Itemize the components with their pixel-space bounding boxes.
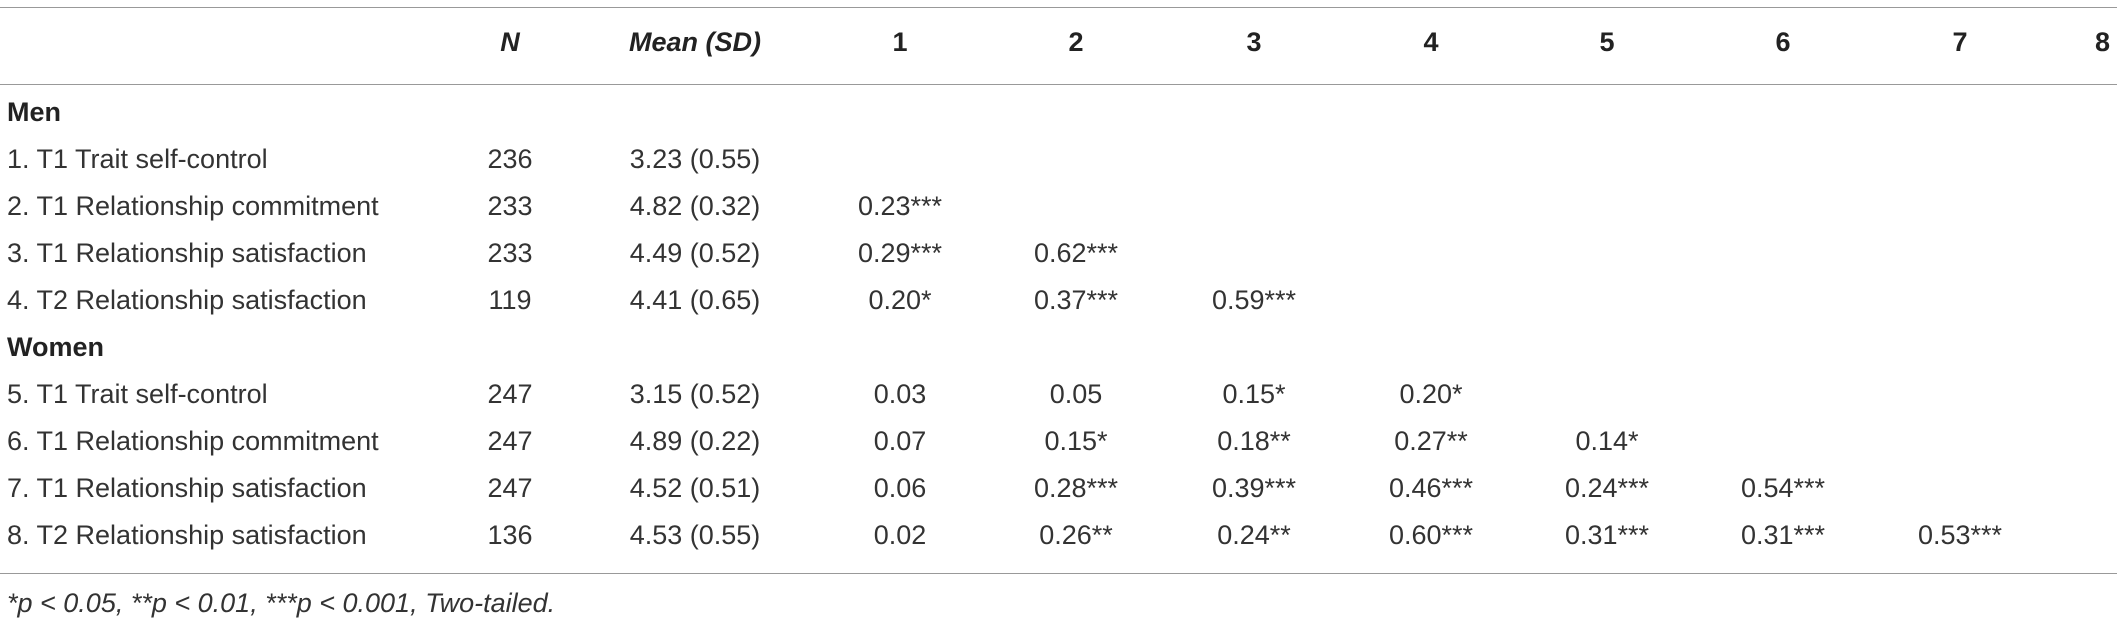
cell: 233 [487,191,533,221]
row-label: 2. T1 Relationship commitment [7,191,379,221]
footnote: *p < 0.05, **p < 0.01, ***p < 0.001, Two… [7,588,556,618]
cell: 236 [487,144,533,174]
cell: 3.15 (0.52) [629,379,761,409]
cell: 0.06 [873,473,927,503]
cell: 0.59*** [1211,285,1297,315]
column-header: N [500,27,520,57]
cell: 0.39*** [1211,473,1297,503]
cell: 247 [487,473,533,503]
cell: 0.27** [1394,426,1468,456]
cell: 0.24*** [1564,473,1650,503]
cell: 0.29*** [857,238,943,268]
cell: 0.20* [1399,379,1463,409]
cell: 4.49 (0.52) [629,238,761,268]
cell: 0.62*** [1033,238,1119,268]
cell: 0.60*** [1388,520,1474,550]
cell: 0.37*** [1033,285,1119,315]
column-header: 3 [1246,27,1262,57]
cell: 0.15* [1044,426,1108,456]
cell: 136 [487,520,533,550]
cell: 0.14* [1575,426,1639,456]
cell: 0.03 [873,379,927,409]
cell: 247 [487,426,533,456]
row-label: 7. T1 Relationship satisfaction [7,473,367,503]
column-header: 2 [1068,27,1084,57]
rule [0,573,2117,574]
section-label: Women [7,332,105,362]
cell: 0.24** [1217,520,1291,550]
cell: 0.05 [1049,379,1103,409]
column-header: 6 [1775,27,1791,57]
cell: 3.23 (0.55) [629,144,761,174]
cell: 0.54*** [1740,473,1826,503]
cell: 0.31*** [1740,520,1826,550]
row-label: 1. T1 Trait self-control [7,144,268,174]
column-header: Mean (SD) [628,27,762,57]
cell: 247 [487,379,533,409]
rule [0,7,2117,8]
cell: 4.52 (0.51) [629,473,761,503]
cell: 4.82 (0.32) [629,191,761,221]
row-label: 5. T1 Trait self-control [7,379,268,409]
column-header: 1 [892,27,908,57]
cell: 233 [487,238,533,268]
row-label: 8. T2 Relationship satisfaction [7,520,367,550]
cell: 0.46*** [1388,473,1474,503]
cell: 119 [488,285,532,315]
cell: 0.18** [1217,426,1291,456]
cell: 4.41 (0.65) [629,285,761,315]
cell: 0.28*** [1033,473,1119,503]
rule [0,84,2117,85]
column-header: 4 [1423,27,1439,57]
column-header: 5 [1599,27,1615,57]
cell: 0.23*** [857,191,943,221]
row-label: 4. T2 Relationship satisfaction [7,285,367,315]
cell: 0.02 [873,520,927,550]
cell: 0.15* [1222,379,1286,409]
row-label: 6. T1 Relationship commitment [7,426,379,456]
cell: 0.07 [873,426,927,456]
cell: 4.53 (0.55) [629,520,761,550]
cell: 0.31*** [1564,520,1650,550]
row-label: 3. T1 Relationship satisfaction [7,238,367,268]
cell: 4.89 (0.22) [629,426,761,456]
section-label: Men [7,97,61,127]
column-header: 7 [1952,27,1968,57]
cell: 0.20* [868,285,932,315]
column-header: 8 [2094,27,2110,57]
cell: 0.26** [1039,520,1113,550]
cell: 0.53*** [1917,520,2003,550]
